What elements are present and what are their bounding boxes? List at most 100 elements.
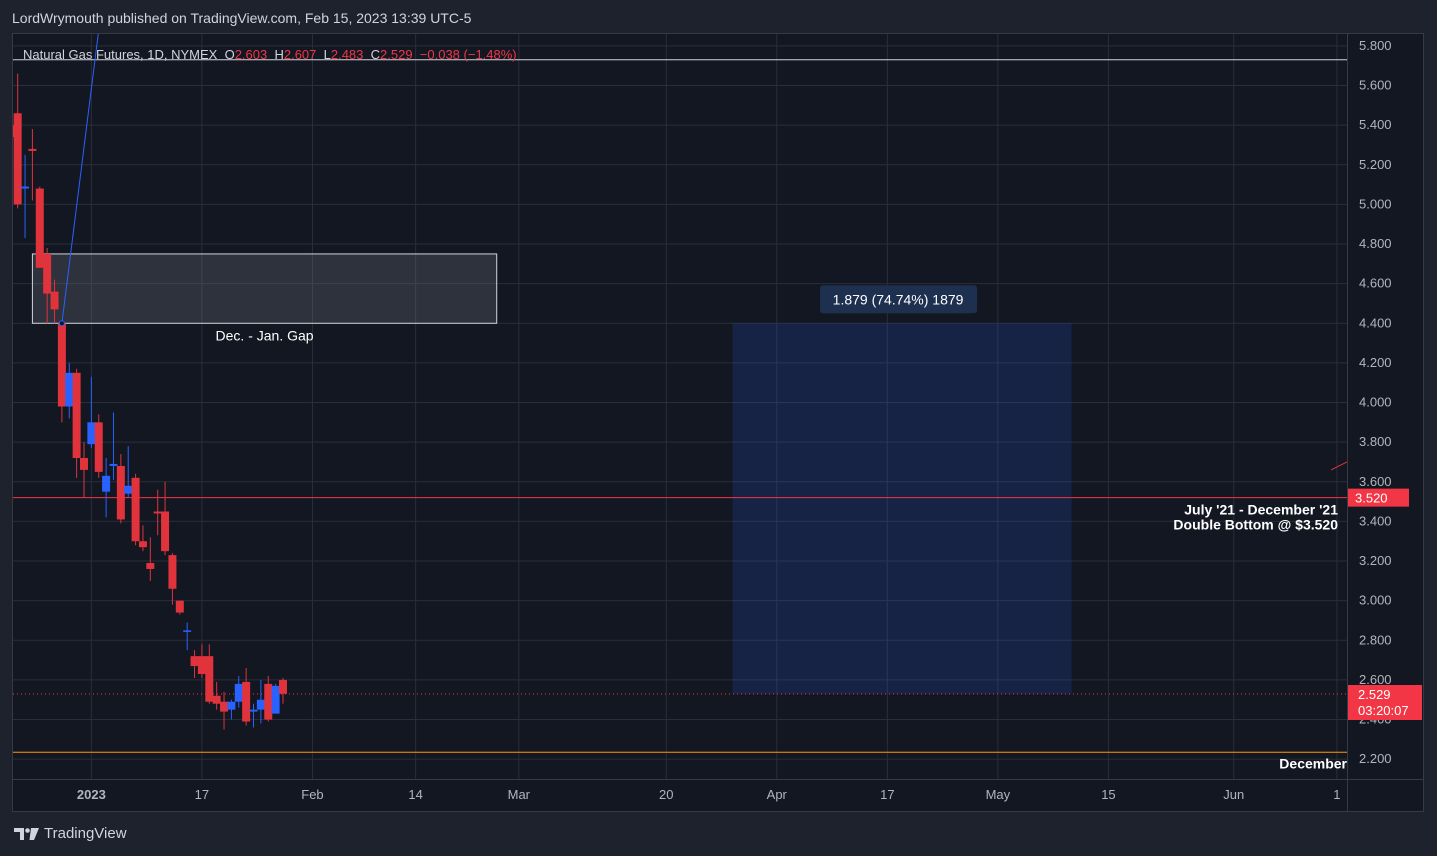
y-tick-label: 4.800 [1359,236,1392,251]
y-tick-label: 5.200 [1359,157,1392,172]
partial-line [1330,461,1348,471]
ohlc-legend-part: 2.607 [284,47,324,62]
price-chart[interactable]: 5.800 5.600 5.400 5.200 5.000 4.800 4.600 4.400… [13,34,1423,811]
candle-body[interactable] [72,372,81,459]
candle-body[interactable] [109,463,118,466]
x-tick-label: Mar [508,787,531,802]
y-tick-label: 2.200 [1359,751,1392,766]
x-tick-label: 15 [1101,787,1115,802]
candle-body[interactable] [197,656,206,674]
ohlc-legend-part: 2.529 [380,47,420,62]
measure-label: 1.879 (74.74%) 1879 [833,291,964,307]
y-tick-label: 5.400 [1359,117,1392,132]
candle-body[interactable] [57,323,66,407]
x-tick-label: 17 [880,787,894,802]
x-tick-label: Feb [301,787,323,802]
y-tick-label: 3.600 [1359,474,1392,489]
candle-body[interactable] [161,511,170,552]
candle-body[interactable] [234,683,243,702]
candle-body[interactable] [13,113,22,205]
candle-body[interactable] [242,681,251,722]
candle-body[interactable] [227,701,236,710]
ohlc-legend-part: H [274,47,283,62]
y-tick-label: 2.800 [1359,632,1392,647]
y-tick-label: 3.800 [1359,434,1392,449]
y-tick-label: 4.600 [1359,276,1392,291]
candle-body[interactable] [102,475,111,492]
ohlc-legend-part: 2.483 [331,47,371,62]
tradingview-logo-icon [14,827,39,840]
trend-line-anchor[interactable] [58,320,65,327]
candle-body[interactable] [80,458,88,470]
candle-body[interactable] [205,656,214,702]
candle-body[interactable] [153,511,162,514]
x-tick-label: 1 [1333,787,1340,802]
candle-body[interactable] [271,685,280,714]
countdown-tag-text: 03:20:07 [1358,703,1409,718]
candle-body[interactable] [94,422,103,472]
last-price-tag-text: 2.529 [1358,687,1391,702]
y-tick-label: 4.400 [1359,315,1392,330]
ohlc-legend-part: −0.038 (−1.48%) [420,47,517,62]
ohlc-legend: Natural Gas Futures, 1D, NYMEX O2.603 H2… [23,47,517,62]
x-tick-label: 2023 [77,787,106,802]
candle-body[interactable] [87,422,96,445]
ohlc-legend-part: L [324,47,331,62]
candle-body[interactable] [220,701,229,712]
candle-body[interactable] [131,477,140,542]
footer-brand: TradingView [14,825,127,842]
double-bottom-price-tag-text: 3.520 [1355,491,1388,506]
trend-line[interactable] [61,34,99,324]
candle-body[interactable] [278,679,287,694]
x-tick-label: Jun [1223,787,1244,802]
y-tick-label: 3.200 [1359,553,1392,568]
double-bottom-price-tag [1348,488,1409,507]
candle-body[interactable] [146,563,155,569]
gap-label: Dec. - Jan. Gap [216,327,314,343]
measure-box[interactable] [732,323,1072,694]
candle-body[interactable] [28,148,37,151]
candle-body[interactable] [256,699,265,710]
last-price-tag [1348,684,1422,720]
y-tick-label: 3.400 [1359,513,1392,528]
ohlc-legend-part: C [371,47,380,62]
candle-body[interactable] [175,600,184,613]
x-tick-label: Apr [767,787,788,802]
y-tick-label: 5.600 [1359,78,1392,93]
candle-body[interactable] [50,291,59,310]
x-tick-label: 17 [195,787,209,802]
x-tick-label: 14 [408,787,422,802]
candle-body[interactable] [138,541,147,548]
candle-body[interactable] [43,253,52,294]
y-tick-label: 4.200 [1359,355,1392,370]
candle-body[interactable] [264,683,273,720]
candle-body[interactable] [124,485,133,494]
candle-body[interactable] [183,630,192,632]
double-bottom-label-2: Double Bottom @ $3.520 [1173,517,1338,533]
candle-body[interactable] [65,372,74,407]
double-bottom-label-1: July '21 - December '21 [1184,502,1338,518]
candle-body[interactable] [13,125,15,138]
candle-body[interactable] [168,555,177,589]
candle-body[interactable] [21,186,30,189]
candle-body[interactable] [190,656,199,667]
candle-body[interactable] [116,465,125,520]
x-tick-label: May [986,787,1011,802]
ohlc-legend-part: 2.603 [235,47,275,62]
footer-brand-text: TradingView [44,825,127,842]
ohlc-legend-part: O [225,47,235,62]
chart-frame[interactable]: 5.800 5.600 5.400 5.200 5.000 4.800 4.600 4.400… [12,33,1424,812]
y-tick-label: 3.000 [1359,593,1392,608]
x-tick-label: 20 [659,787,673,802]
publish-header: LordWrymouth published on TradingView.co… [12,10,472,26]
measure-label-box [820,285,978,314]
candle-body[interactable] [249,709,258,712]
ohlc-legend-part: Natural Gas Futures, 1D, NYMEX [23,47,225,62]
december-label: December [1279,755,1347,771]
gap-box[interactable] [31,253,498,324]
y-tick-label: 2.600 [1359,672,1392,687]
y-tick-label: 4.000 [1359,395,1392,410]
candle-body[interactable] [35,188,44,268]
candle-body[interactable] [212,695,221,704]
y-tick-label: 5.000 [1359,196,1392,211]
